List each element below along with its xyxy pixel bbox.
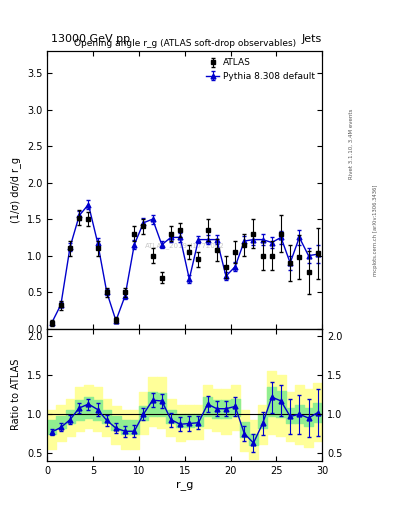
Text: mcplots.cern.ch [arXiv:1306.3436]: mcplots.cern.ch [arXiv:1306.3436] (373, 185, 378, 276)
Y-axis label: Ratio to ATLAS: Ratio to ATLAS (11, 359, 21, 431)
Title: Opening angle r_g (ATLAS soft-drop observables): Opening angle r_g (ATLAS soft-drop obser… (73, 38, 296, 48)
Y-axis label: (1/σ) dσ/d r_g: (1/σ) dσ/d r_g (10, 157, 21, 223)
Legend: ATLAS, Pythia 8.308 default: ATLAS, Pythia 8.308 default (203, 56, 318, 83)
Text: Rivet 3.1.10, 3.4M events: Rivet 3.1.10, 3.4M events (349, 108, 354, 179)
Text: 13000 GeV pp: 13000 GeV pp (51, 33, 130, 44)
X-axis label: r_g: r_g (176, 481, 193, 491)
Text: Jets: Jets (302, 33, 322, 44)
Text: ATLAS_2019_I1772062: ATLAS_2019_I1772062 (145, 242, 224, 249)
